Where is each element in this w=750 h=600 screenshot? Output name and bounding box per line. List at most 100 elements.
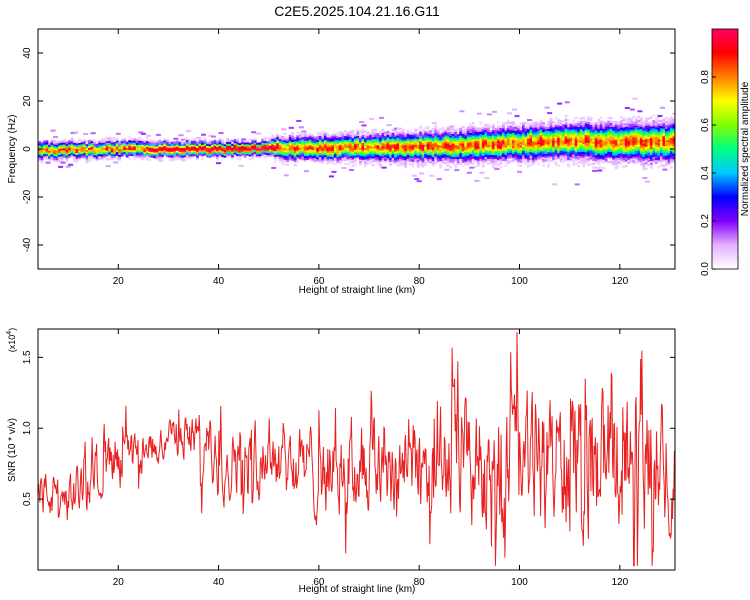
heatmap-cell — [70, 141, 74, 144]
heatmap-cell — [426, 143, 430, 146]
heatmap-cell — [609, 124, 613, 127]
heatmap-cell — [93, 141, 97, 144]
heatmap-cell — [338, 161, 342, 165]
heatmap-cell — [599, 149, 603, 152]
heatmap-cell — [589, 130, 593, 133]
heatmap-cell — [466, 151, 470, 154]
heatmap-cell — [188, 140, 192, 144]
heatmap-cell — [431, 160, 435, 163]
heatmap-cell — [409, 132, 413, 135]
heatmap-cell — [113, 145, 117, 149]
heatmap-cell — [236, 157, 240, 160]
heatmap-cell — [384, 139, 387, 142]
heatmap-cell — [85, 141, 89, 145]
heatmap-cell — [133, 138, 137, 141]
heatmap-cell — [170, 143, 174, 146]
heatmap-cell — [669, 137, 673, 140]
heatmap-cell — [514, 159, 518, 162]
heatmap-cell — [582, 120, 586, 123]
heatmap-cell — [168, 151, 172, 154]
heatmap-cell — [326, 160, 330, 163]
heatmap-cell — [456, 158, 460, 162]
heatmap-cell — [366, 133, 370, 136]
heatmap-cell — [153, 154, 157, 157]
heatmap-cell — [549, 121, 553, 124]
heatmap-cell — [617, 132, 621, 135]
heatmap-cell — [544, 136, 548, 139]
heatmap-cell — [474, 154, 478, 157]
heatmap-cell — [627, 117, 631, 120]
heatmap-cell — [90, 158, 94, 161]
heatmap-cell — [579, 119, 583, 122]
heatmap-cell — [509, 140, 513, 144]
heatmap-cell — [594, 149, 598, 152]
heatmap-cell — [499, 162, 503, 165]
heatmap-cell — [226, 153, 229, 156]
heatmap-cell — [501, 143, 505, 146]
heatmap-cell — [246, 147, 250, 151]
heatmap-cell — [639, 142, 643, 145]
heatmap-cell — [218, 132, 224, 135]
heatmap-cell — [554, 161, 558, 164]
heatmap-cell — [652, 125, 656, 129]
heatmap-cell — [529, 136, 533, 139]
heatmap-cell — [569, 148, 573, 152]
heatmap-cell — [58, 141, 61, 144]
heatmap-cell — [517, 133, 520, 136]
heatmap-cell — [381, 151, 385, 155]
heatmap-cell — [178, 145, 182, 148]
heatmap-cell — [65, 143, 69, 146]
heatmap-cell — [93, 143, 97, 146]
heatmap-cell — [55, 142, 59, 145]
heatmap-cell — [369, 142, 372, 145]
heatmap-cell — [429, 134, 433, 137]
heatmap-cell — [236, 147, 240, 151]
heatmap-cell — [271, 151, 275, 155]
heatmap-cell — [461, 150, 465, 154]
heatmap-cell — [351, 132, 355, 135]
heatmap-cell — [524, 139, 528, 142]
heatmap-cell — [321, 131, 325, 134]
heatmap-cell — [75, 146, 79, 150]
heatmap-cell — [288, 144, 292, 147]
heatmap-cell — [589, 136, 593, 139]
heatmap-cell — [236, 142, 240, 145]
heatmap-cell — [476, 112, 482, 115]
heatmap-cell — [491, 152, 495, 156]
heatmap-cell — [654, 159, 658, 162]
heatmap-cell — [657, 152, 661, 155]
heatmap-y-tick-label: -20 — [22, 189, 33, 204]
heatmap-cell — [592, 139, 596, 142]
heatmap-cell — [506, 140, 510, 144]
heatmap-cell — [509, 144, 513, 148]
heatmap-cell — [138, 144, 142, 147]
heatmap-cell — [587, 152, 591, 155]
heatmap-cell — [198, 147, 202, 150]
heatmap-cell — [519, 147, 523, 150]
heatmap-cell — [544, 132, 548, 135]
heatmap-cell — [356, 141, 360, 144]
heatmap-cell — [587, 158, 591, 161]
heatmap-cell — [366, 143, 370, 146]
heatmap-cell — [439, 166, 443, 169]
heatmap-cell — [416, 150, 420, 153]
heatmap-cell — [451, 148, 455, 152]
heatmap-cell — [188, 144, 192, 148]
heatmap-cell — [657, 114, 663, 117]
heatmap-cell — [311, 138, 315, 141]
heatmap-cell — [241, 138, 247, 141]
heatmap-cell — [486, 113, 492, 116]
heatmap-cell — [48, 148, 51, 151]
heatmap-cell — [624, 143, 628, 147]
heatmap-cell — [364, 143, 367, 147]
heatmap-cell — [524, 150, 528, 154]
heatmap-cell — [619, 135, 623, 138]
heatmap-cell — [629, 146, 633, 149]
heatmap-cell — [153, 152, 157, 155]
heatmap-cell — [113, 147, 117, 151]
heatmap-cell — [619, 121, 623, 125]
heatmap-cell — [589, 139, 593, 143]
heatmap-cell — [268, 149, 272, 152]
heatmap-cell — [594, 128, 598, 131]
heatmap-cell — [632, 142, 636, 146]
